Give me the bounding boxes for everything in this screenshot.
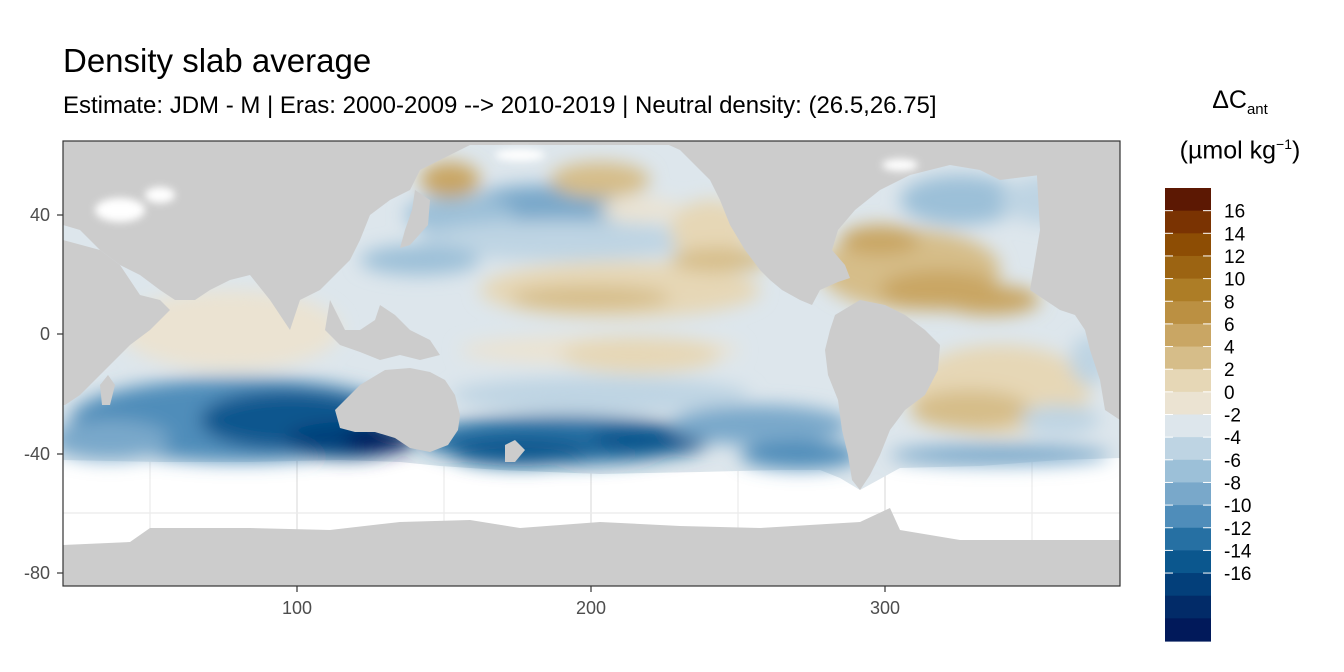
legend-label: -12 [1224,519,1251,540]
legend-label: -14 [1224,541,1252,562]
legend-label: 14 [1224,224,1246,245]
legend-label: 12 [1224,247,1245,268]
anomaly-field [63,162,1120,469]
colorbar-swatch [1165,482,1211,506]
land-south-america [825,300,940,490]
legend-label: -6 [1224,451,1241,472]
land-eurasia [63,141,1120,330]
legend-label: 8 [1224,292,1235,313]
land-madagascar [100,375,115,405]
antarctica [63,508,1120,586]
colorbar-swatch [1165,550,1211,574]
legend-delta: ΔC [1212,86,1247,114]
land-africa [63,141,170,405]
x-axis [296,586,886,592]
colorbar-swatch [1165,233,1211,257]
colorbar-swatch [1165,459,1211,484]
legend-label: 10 [1224,270,1245,291]
legend-colorbar [1165,188,1211,642]
x-tick-label: 100 [282,598,312,618]
land-japan [400,190,430,248]
land-north-america [660,141,1120,305]
colorbar-swatch [1165,505,1211,529]
colorbar-swatch [1165,618,1211,642]
colorbar-swatch [1165,188,1211,212]
x-tick-label: 300 [870,598,900,618]
colorbar-swatch [1165,527,1211,551]
colorbar-swatch [1165,210,1211,234]
chart-subtitle: Estimate: JDM - M | Eras: 2000-2009 --> … [63,92,937,119]
land-newzealand [505,440,525,462]
missing-data-patches [95,149,918,222]
legend-subscript: ant [1246,101,1268,118]
legend-label: 2 [1224,360,1235,381]
y-tick-label: 40 [30,205,50,225]
land-seasia [325,300,440,360]
colorbar-swatch [1165,595,1211,619]
map-panel [63,141,1120,586]
legend-label: 4 [1224,338,1235,359]
legend-label: -10 [1224,496,1251,517]
legend-label: -16 [1224,564,1251,585]
colorbar-swatch [1165,301,1211,325]
colorbar-swatch [1165,255,1211,280]
legend-label: -8 [1224,473,1241,494]
colorbar-swatch [1165,369,1211,393]
colorbar-swatch [1165,414,1211,438]
legend-title-unit: (µmol kg−1) [1160,136,1320,165]
chart-title: Density slab average [63,42,372,79]
land-australia [335,368,460,452]
legend-label: -4 [1224,428,1241,449]
legend-label: 16 [1224,202,1245,223]
colorbar-swatch [1165,278,1211,302]
x-tick-label: 200 [576,598,606,618]
colorbar-swatch [1165,437,1211,461]
y-tick-label: -80 [24,563,50,583]
land-masses [63,141,1120,490]
colorbar-swatch [1165,346,1211,370]
legend-label: 6 [1224,315,1235,336]
land-africa-east [1030,141,1120,420]
y-tick-label: 0 [40,324,50,344]
legend-unit-prefix: (µmol kg [1179,136,1277,165]
legend-unit-suffix: ) [1292,136,1301,165]
legend-label: 0 [1224,383,1235,404]
legend-label: -2 [1224,406,1241,427]
colorbar-swatch [1165,573,1211,597]
y-axis [57,214,63,574]
colorbar-swatch [1165,323,1211,348]
y-tick-label: -40 [24,444,50,464]
colorbar-swatch [1165,391,1211,416]
legend-title-variable: ΔCant [1160,86,1320,118]
legend-unit-sup: −1 [1276,136,1292,152]
